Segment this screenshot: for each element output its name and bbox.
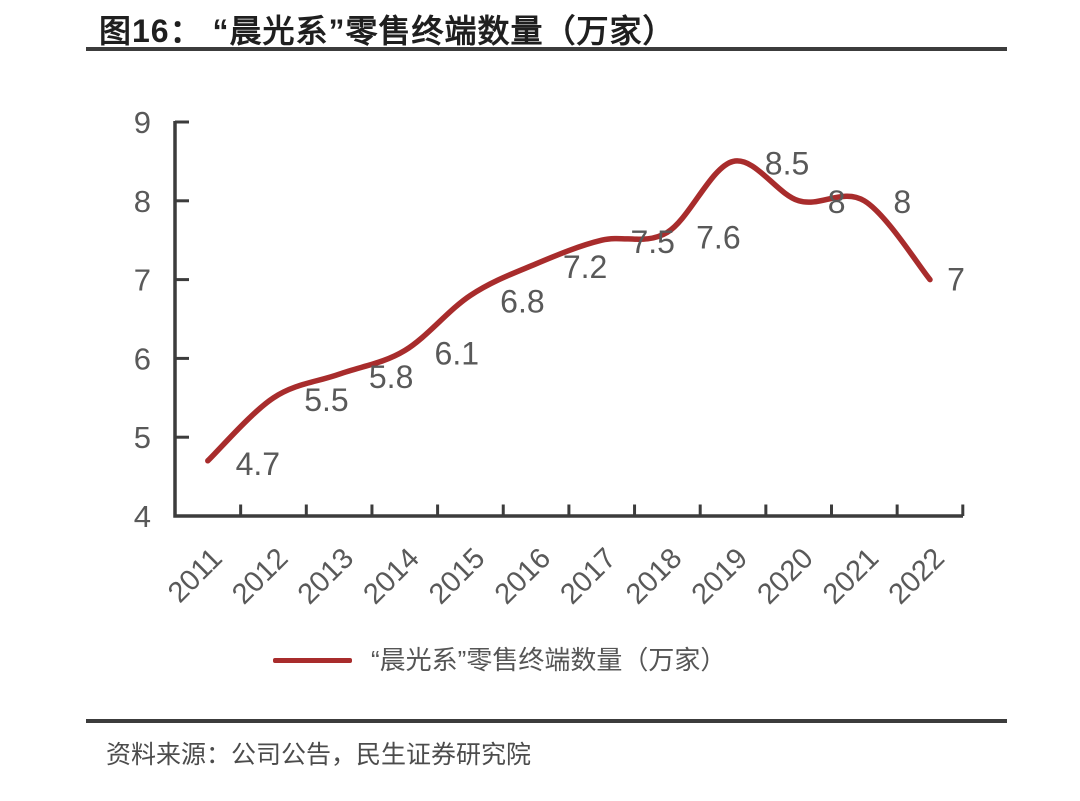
source-note: 资料来源：公司公告，民生证券研究院 <box>106 741 532 769</box>
svg-text:2015: 2015 <box>423 542 491 610</box>
svg-text:2019: 2019 <box>686 542 754 610</box>
svg-text:8: 8 <box>134 184 151 219</box>
svg-text:2016: 2016 <box>489 542 557 610</box>
svg-text:7: 7 <box>134 263 151 298</box>
series-line <box>205 158 933 464</box>
svg-text:2020: 2020 <box>751 542 819 610</box>
chart-legend: “晨光系”零售终端数量（万家） <box>273 644 726 676</box>
svg-text:5: 5 <box>134 420 151 455</box>
svg-text:4.7: 4.7 <box>236 446 280 482</box>
svg-text:7: 7 <box>947 262 965 298</box>
svg-text:5.8: 5.8 <box>369 359 413 395</box>
figure-title: 图16： “晨光系”零售终端数量（万家） <box>99 13 676 49</box>
svg-text:2013: 2013 <box>292 542 360 610</box>
svg-text:7.6: 7.6 <box>696 219 740 255</box>
svg-text:2021: 2021 <box>817 542 885 610</box>
y-axis-labels: 4 5 6 7 8 9 <box>134 105 151 534</box>
legend-series-label: “晨光系”零售终端数量（万家） <box>371 645 727 675</box>
data-labels: 4.7 5.5 5.8 6.1 6.8 7.2 7.5 7.6 8.5 8 8 7 <box>236 145 965 481</box>
svg-text:2014: 2014 <box>358 542 426 610</box>
svg-text:2011: 2011 <box>162 542 229 609</box>
svg-text:5.5: 5.5 <box>304 382 348 418</box>
svg-text:8: 8 <box>828 184 846 220</box>
legend-line-swatch <box>273 657 352 663</box>
svg-text:2017: 2017 <box>554 542 622 610</box>
svg-text:6.1: 6.1 <box>435 336 479 372</box>
svg-text:6.8: 6.8 <box>500 283 544 319</box>
svg-text:2022: 2022 <box>883 542 951 610</box>
svg-text:7.2: 7.2 <box>563 249 607 285</box>
svg-text:9: 9 <box>134 105 151 140</box>
svg-text:8.5: 8.5 <box>765 145 809 181</box>
svg-text:2018: 2018 <box>620 542 688 610</box>
svg-text:7.5: 7.5 <box>630 224 674 260</box>
x-axis-labels: 2011201220132014201520162017201820192020… <box>162 542 951 610</box>
svg-text:8: 8 <box>893 184 911 220</box>
title-underline <box>86 47 1007 51</box>
svg-text:6: 6 <box>134 341 151 376</box>
footer-divider <box>86 719 1007 723</box>
axes <box>173 120 965 518</box>
svg-text:2012: 2012 <box>226 542 294 610</box>
svg-text:4: 4 <box>134 499 151 534</box>
